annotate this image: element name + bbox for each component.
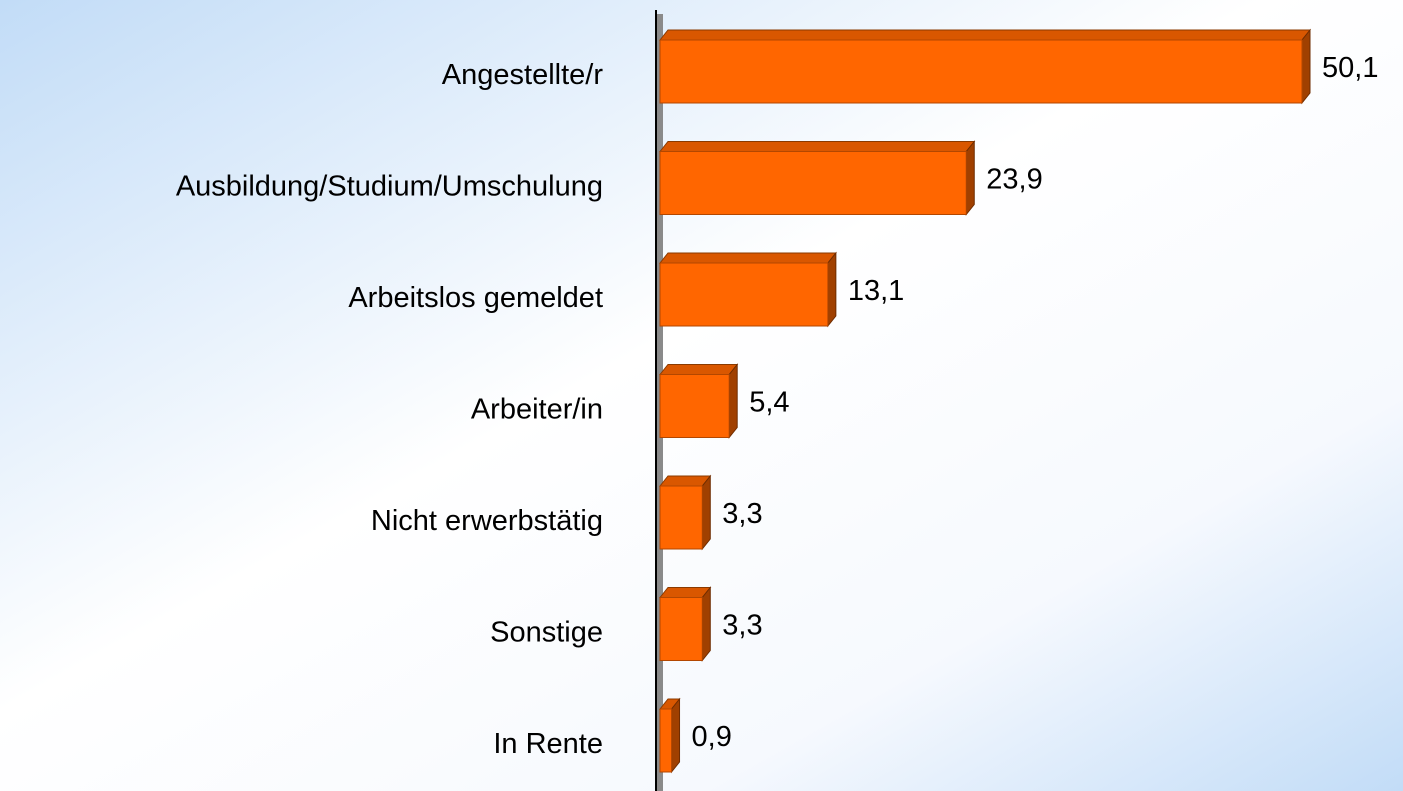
bar	[659, 262, 829, 327]
category-label: Sonstige	[490, 617, 603, 649]
bar	[659, 151, 967, 215]
bar	[659, 708, 673, 773]
value-label: 3,3	[722, 498, 762, 530]
bar-top	[658, 587, 712, 598]
bar-side	[701, 586, 711, 662]
bar-top	[658, 141, 976, 152]
bar	[659, 374, 730, 438]
bar-top	[658, 364, 739, 375]
category-label: Ausbildung/Studium/Umschulung	[176, 171, 603, 203]
value-label: 0,9	[692, 721, 732, 753]
bar-side	[1301, 28, 1311, 105]
bar	[659, 485, 703, 550]
axis-wall	[656, 14, 663, 791]
bar-top	[658, 252, 837, 264]
value-label: 50,1	[1322, 52, 1378, 84]
category-label: Arbeiter/in	[471, 394, 603, 426]
bar-side	[728, 363, 738, 439]
category-label: Arbeitslos gemeldet	[348, 282, 603, 314]
bar-side	[671, 697, 681, 774]
value-label: 13,1	[848, 275, 904, 307]
bar-side	[965, 140, 975, 216]
bar-side	[827, 251, 837, 328]
category-label: Nicht erwerbstätig	[371, 505, 603, 537]
bar	[659, 39, 1303, 104]
category-label: In Rente	[493, 728, 603, 760]
bar-top	[658, 475, 712, 487]
bar	[659, 597, 703, 661]
bar-side	[701, 474, 711, 551]
bar-top	[658, 29, 1312, 41]
value-label: 23,9	[986, 164, 1042, 196]
value-label: 5,4	[749, 387, 789, 419]
category-label: Angestellte/r	[442, 59, 604, 91]
value-label: 3,3	[722, 610, 762, 642]
